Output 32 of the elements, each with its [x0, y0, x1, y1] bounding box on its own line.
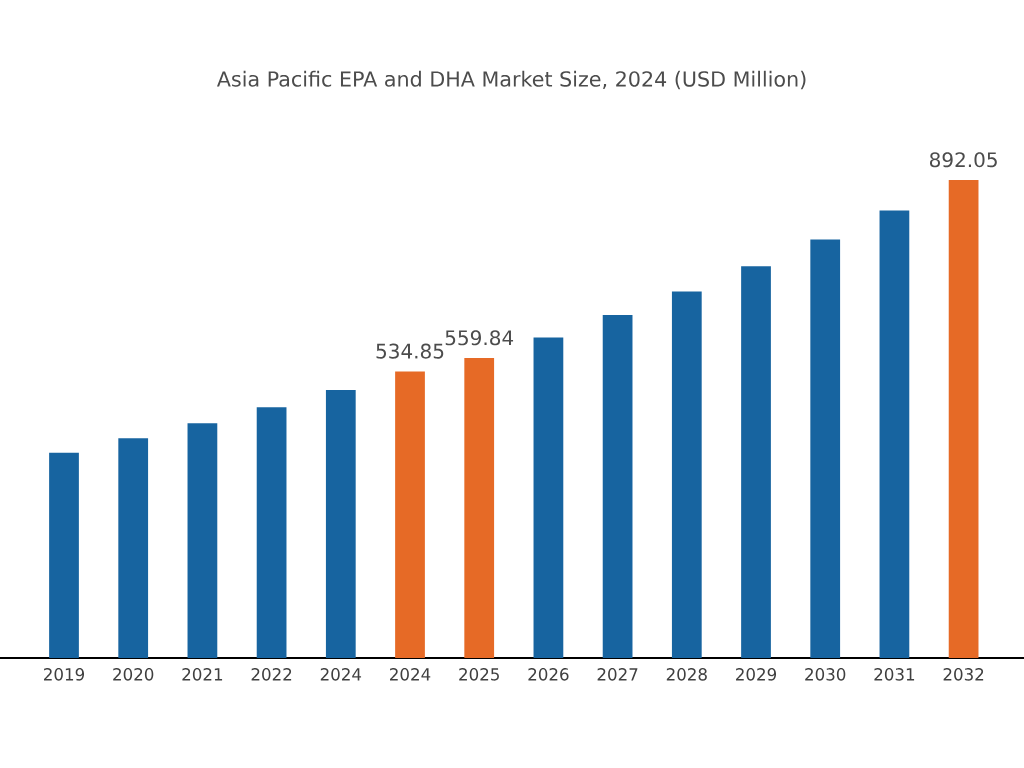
bar	[256, 407, 287, 658]
chart-title: Asia Pacific EPA and DHA Market Size, 2024 (USD Million)	[216, 70, 806, 90]
x-tick-label: 2024	[320, 668, 362, 681]
bar	[49, 452, 79, 658]
bar	[671, 291, 702, 658]
x-tick-label: 2025	[459, 668, 499, 681]
bar	[395, 371, 425, 658]
x-tick-label: 2028	[666, 668, 707, 681]
x-tick-label: 2030	[805, 668, 846, 681]
data-label: 534.85	[376, 343, 444, 359]
bar	[325, 390, 356, 658]
x-tick-label: 2022	[251, 668, 292, 681]
x-tick-label: 2027	[597, 668, 638, 681]
bar	[948, 179, 979, 658]
x-tick-label: 2032	[943, 668, 984, 681]
bar	[879, 210, 910, 658]
data-label: 559.84	[445, 330, 514, 346]
bar	[741, 266, 771, 658]
x-tick-label: 2026	[528, 668, 569, 681]
bar	[187, 423, 218, 658]
x-tick-label: 2029	[736, 668, 777, 681]
x-tick-label: 2024	[390, 668, 431, 681]
x-tick-label: 2021	[182, 668, 223, 681]
x-tick-label: 2019	[44, 668, 85, 681]
bar	[602, 315, 633, 658]
bar	[464, 358, 495, 658]
x-tick-label: 2031	[874, 668, 915, 681]
bar	[118, 438, 149, 658]
bar	[810, 239, 841, 658]
bar	[533, 337, 564, 658]
x-tick-label: 2020	[113, 668, 154, 681]
data-label: 892.05	[929, 152, 997, 168]
